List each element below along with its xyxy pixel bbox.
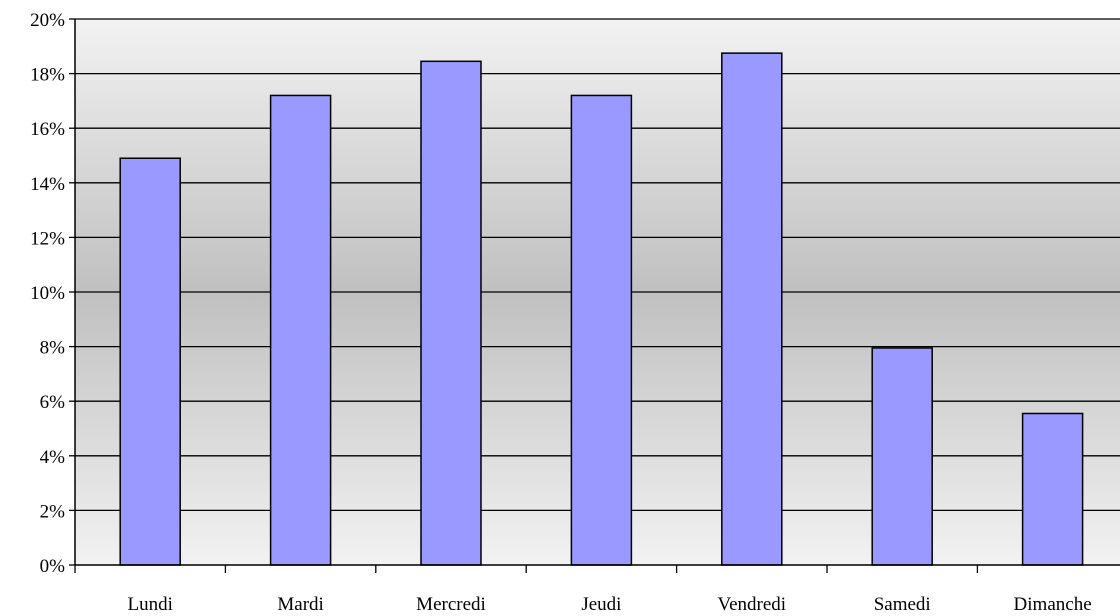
bar-vendredi — [721, 52, 783, 566]
bar-mardi — [269, 94, 332, 566]
y-tick-label: 10% — [30, 283, 65, 304]
y-tick-label: 2% — [40, 501, 66, 522]
x-tick-label: Mardi — [277, 594, 323, 615]
x-tick-label: Dimanche — [1014, 594, 1092, 615]
x-tick-label: Lundi — [128, 594, 173, 615]
y-tick-label: 4% — [40, 447, 66, 468]
bar-mercredi — [420, 60, 482, 566]
y-tick-label: 12% — [30, 228, 65, 249]
bar-jeudi — [570, 94, 633, 566]
bar-samedi — [871, 347, 933, 566]
bars — [119, 52, 1084, 566]
y-tick-label: 14% — [30, 174, 65, 195]
x-tick-label: Vendredi — [718, 594, 787, 615]
x-tick-label: Mercredi — [416, 594, 486, 615]
x-tick-label: Jeudi — [581, 594, 621, 615]
y-tick-label: 20% — [30, 10, 65, 31]
axes — [69, 18, 1120, 573]
x-tick-labels: Lundi Mardi Mercredi Jeudi Vendredi Samedi Dim… — [128, 594, 1092, 615]
y-tick-label: 8% — [40, 338, 66, 359]
x-tick-label: Samedi — [874, 594, 931, 615]
y-tick-label: 16% — [30, 119, 65, 140]
bar-lundi — [119, 157, 181, 566]
y-tick-label: 0% — [40, 556, 66, 577]
y-tick-label: 18% — [30, 65, 65, 86]
bar-dimanche — [1021, 412, 1084, 566]
y-tick-labels: 0% 2% 4% 6% 8% 10% 12% 14% 16% 18% 20% — [30, 10, 65, 577]
y-tick-label: 6% — [40, 392, 66, 413]
